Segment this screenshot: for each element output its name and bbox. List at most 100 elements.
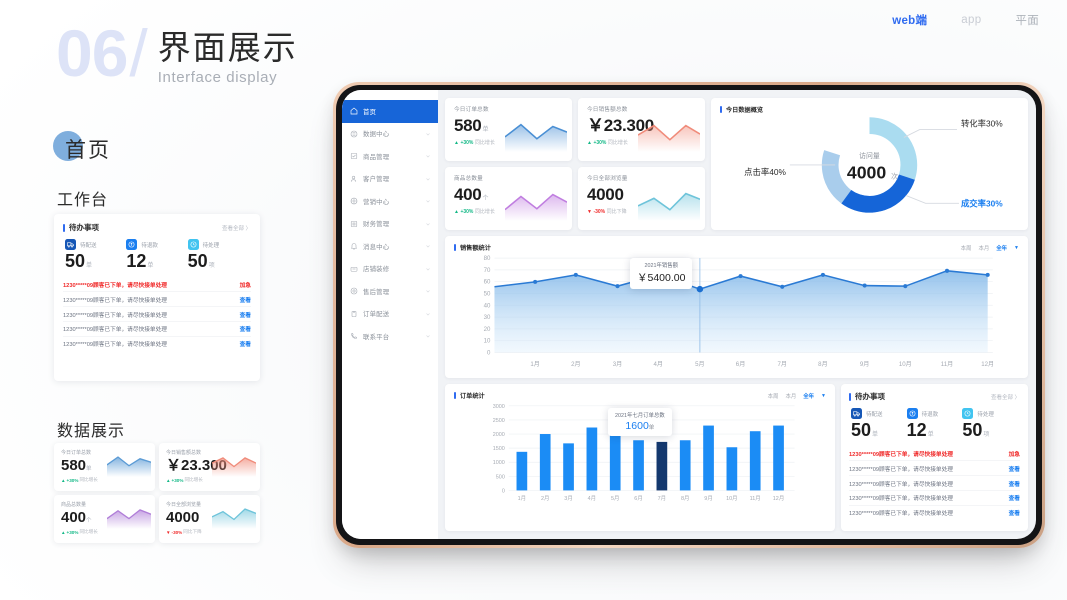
chevron-down-icon[interactable]: ▼ xyxy=(1014,244,1019,251)
sidebar-item-data-center[interactable]: 数据中心 xyxy=(342,123,438,146)
sidebar-item-customer[interactable]: 客户管理 xyxy=(342,168,438,191)
left-todo-stat: 待退款 12单 xyxy=(126,239,187,272)
sidebar-label: 财务管理 xyxy=(363,221,390,229)
row-action[interactable]: 查看 xyxy=(1008,466,1020,473)
row-action[interactable]: 查看 xyxy=(239,327,251,334)
sidebar-item-after-sales[interactable]: 售后管理 xyxy=(342,280,438,303)
stat-card: 今日销售额总数 ￥23.300 ▲ +30% 同比增长 xyxy=(159,443,260,491)
chevron-down-icon[interactable]: ▼ xyxy=(821,392,826,399)
list-item[interactable]: 1230*****09顾客已下单，请尽快接单处理 查看 xyxy=(63,322,251,337)
list-item[interactable]: 1230*****09顾客已下单，请尽快接单处理 查看 xyxy=(63,292,251,308)
svg-text:500: 500 xyxy=(496,474,505,480)
sidebar-item-contact-platform[interactable]: 联系平台 xyxy=(342,325,438,348)
donut-label-deal: 成交率30% xyxy=(961,198,1003,208)
row-action[interactable]: 查看 xyxy=(239,342,251,349)
row-action[interactable]: 查看 xyxy=(1008,496,1020,503)
donut-label-click: 点击率40% xyxy=(744,167,786,177)
kpi-value: 400个 xyxy=(454,185,489,204)
kpi-card-views: 今日全部浏览量 4000 ▼ -30% 同比下降 xyxy=(578,167,705,230)
app-todo-card: 待办事项 查看全部 〉 待配送 50单 xyxy=(841,384,1028,531)
sidebar-item-home[interactable]: 首页 xyxy=(342,100,438,123)
app-sidebar: 首页 数据中心 商品管理 客户管理 xyxy=(342,90,438,539)
tab-month[interactable]: 本月 xyxy=(785,393,797,400)
svg-text:8月: 8月 xyxy=(681,495,689,502)
sidebar-item-marketing[interactable]: 营销中心 xyxy=(342,190,438,213)
sparkline xyxy=(107,509,151,529)
svg-text:3月: 3月 xyxy=(564,495,572,502)
sidebar-item-shop-decoration[interactable]: 店铺装修 xyxy=(342,258,438,281)
clock-icon xyxy=(962,408,974,419)
sidebar-label: 数据中心 xyxy=(363,131,390,139)
home-icon xyxy=(349,107,358,116)
refund-icon xyxy=(906,408,918,419)
shop-icon xyxy=(349,264,358,273)
list-item[interactable]: 1230*****09顾客已下单，请尽快接单处理 加急 xyxy=(63,278,251,293)
sidebar-label: 订单配送 xyxy=(363,311,390,319)
app-todo-stat-label: 待处理 xyxy=(977,411,994,418)
sidebar-item-finance[interactable]: 财务管理 xyxy=(342,213,438,236)
kpi-card-orders: 今日订单总数 580单 ▲ +30% 同比增长 xyxy=(445,98,572,161)
tab-month[interactable]: 本月 xyxy=(978,245,990,252)
svg-text:0: 0 xyxy=(487,350,491,357)
left-heading-data: 数据展示 xyxy=(57,423,126,440)
nav-item-flat[interactable]: 平面 xyxy=(1015,15,1039,27)
kpi-card-products: 商品总数量 400个 ▲ +30% 同比增长 xyxy=(445,167,572,230)
kpi-delta: ▲ +30% 同比增长 xyxy=(454,208,495,216)
list-item[interactable]: 1230*****09顾客已下单，请尽快接单处理 加急 xyxy=(849,447,1020,462)
chevron-down-icon xyxy=(426,268,430,271)
svg-text:20: 20 xyxy=(484,326,491,333)
stat-label: 今日订单总数 xyxy=(61,450,92,456)
stat-delta: ▲ +30% 同比增长 xyxy=(166,477,203,483)
nav-item-app[interactable]: app xyxy=(961,14,982,26)
list-item[interactable]: 1230*****09顾客已下单，请尽快接单处理 查看 xyxy=(849,476,1020,492)
sales-chart-title: 销售额统计 xyxy=(454,243,491,252)
left-todo-stat: 待处理 50项 xyxy=(187,239,249,272)
row-action[interactable]: 加急 xyxy=(1008,452,1020,459)
sidebar-item-order-delivery[interactable]: 订单配送 xyxy=(342,303,438,326)
tab-week[interactable]: 本周 xyxy=(767,393,779,400)
page-title: 界面展示 xyxy=(157,29,298,66)
app-todo-stat-label: 待配送 xyxy=(866,411,883,418)
kpi-delta: ▼ -30% 同比下降 xyxy=(587,208,627,216)
svg-text:10月: 10月 xyxy=(899,361,912,368)
app-todo-stat: 待退款 12单 xyxy=(906,408,963,441)
list-item[interactable]: 1230*****09顾客已下单，请尽快接单处理 查看 xyxy=(63,337,251,351)
orders-bar-chart: 3000 2500 2000 1500 1000 500 0 xyxy=(493,404,795,502)
title-accent-bar xyxy=(63,223,65,232)
chevron-down-icon xyxy=(426,245,430,248)
tab-year[interactable]: 全年 xyxy=(996,245,1008,252)
list-item[interactable]: 1230*****09顾客已下单，请尽快接单处理 查看 xyxy=(849,506,1020,520)
row-action[interactable]: 查看 xyxy=(239,297,251,304)
sidebar-item-product[interactable]: 商品管理 xyxy=(342,145,438,168)
list-item[interactable]: 1230*****09顾客已下单，请尽快接单处理 查看 xyxy=(849,461,1020,477)
chevron-down-icon xyxy=(426,313,430,316)
kpi-value: 580单 xyxy=(454,116,489,135)
overview-title-text: 今日数据概览 xyxy=(726,107,764,114)
left-todo-title-text: 待办事项 xyxy=(69,223,99,232)
sidebar-label: 商品管理 xyxy=(363,153,390,161)
app-todo-view-all[interactable]: 查看全部 〉 xyxy=(990,394,1020,401)
list-item[interactable]: 1230*****09顾客已下单，请尽快接单处理 查看 xyxy=(63,307,251,323)
title-accent-bar xyxy=(849,392,851,401)
sidebar-item-message[interactable]: 消息中心 xyxy=(342,235,438,258)
nav-item-web[interactable]: web端 xyxy=(892,15,928,27)
kpi-grid: 今日订单总数 580单 ▲ +30% 同比增长 今日销售额总数 ￥23.300 ▲ +… xyxy=(445,98,705,230)
row-action[interactable]: 查看 xyxy=(1008,481,1020,488)
stat-value: 400个 xyxy=(61,509,92,526)
left-todo-title: 待办事项 xyxy=(63,222,99,233)
donut-center-unit: 次 xyxy=(891,172,898,181)
row-action[interactable]: 查看 xyxy=(239,312,251,319)
chevron-down-icon xyxy=(426,290,430,293)
refund-icon xyxy=(126,239,138,250)
title-accent-bar xyxy=(720,106,722,113)
tab-week[interactable]: 本周 xyxy=(960,245,972,252)
svg-text:80: 80 xyxy=(484,255,491,262)
row-action[interactable]: 查看 xyxy=(1008,511,1020,518)
tab-year[interactable]: 全年 xyxy=(803,393,815,400)
left-todo-view-all[interactable]: 查看全部 〉 xyxy=(221,225,251,232)
list-item[interactable]: 1230*****09顾客已下单，请尽快接单处理 查看 xyxy=(849,491,1020,506)
row-action[interactable]: 加急 xyxy=(239,283,251,290)
app-todo-stat: 待配送 50单 xyxy=(851,408,907,441)
left-todo-list: 1230*****09顾客已下单，请尽快接单处理 加急 1230*****09顾客… xyxy=(63,278,251,351)
svg-text:70: 70 xyxy=(484,267,491,274)
